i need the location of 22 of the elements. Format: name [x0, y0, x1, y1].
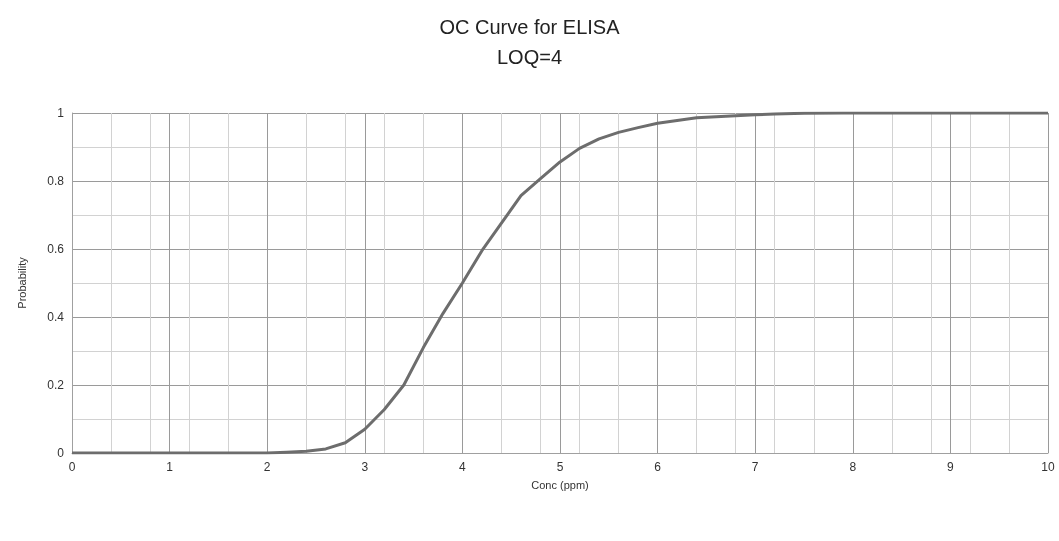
y-axis-title: Probability	[15, 256, 28, 309]
chart-title: OC Curve for ELISA	[439, 16, 621, 38]
x-tick-label: 9	[947, 460, 955, 474]
line-series	[70, 111, 1050, 455]
y-tick-label: 0.4	[47, 310, 65, 324]
chart-subtitle: LOQ=4	[496, 46, 563, 68]
x-tick-label: 6	[654, 460, 662, 474]
y-tick-label: 0.6	[47, 242, 65, 256]
x-tick-label: 4	[459, 460, 467, 474]
x-tick-label: 5	[556, 460, 564, 474]
x-tick-label: 3	[361, 460, 369, 474]
x-tick-label: 8	[849, 460, 857, 474]
y-tick-label: 1	[57, 106, 65, 120]
x-tick-label: 10	[1041, 460, 1055, 474]
x-tick-label: 0	[68, 460, 76, 474]
x-tick-label: 7	[751, 460, 759, 474]
y-tick-label: 0.8	[47, 174, 65, 188]
x-tick-label: 2	[263, 460, 271, 474]
x-axis-title: Conc (ppm)	[531, 478, 589, 491]
y-tick-label: 0.2	[47, 378, 65, 392]
y-tick-label: 0	[57, 446, 65, 460]
x-tick-label: 1	[166, 460, 174, 474]
